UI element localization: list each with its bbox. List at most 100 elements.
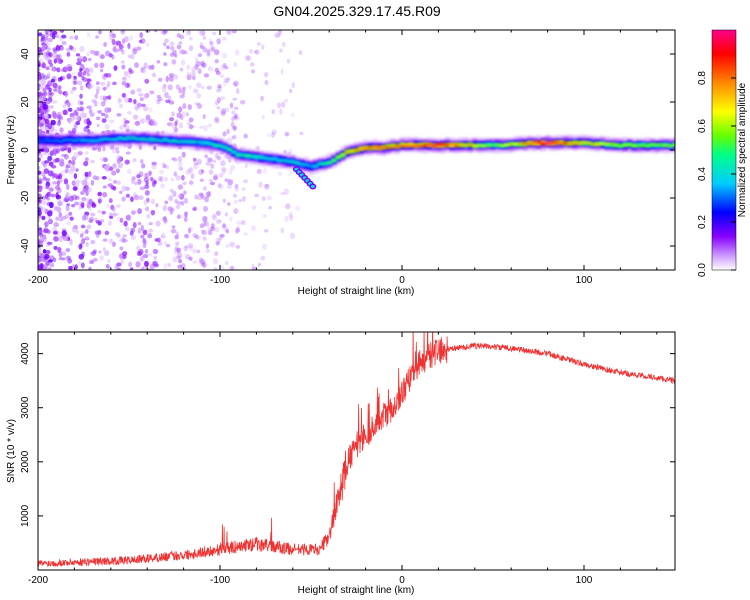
noise-cell [226, 184, 232, 189]
noise-cell [192, 248, 198, 254]
noise-cell [142, 237, 147, 244]
noise-cell [128, 261, 133, 268]
noise-cell [52, 257, 57, 263]
noise-cell [290, 112, 295, 118]
noise-cell [59, 215, 65, 221]
ridge-cell [476, 144, 483, 147]
noise-cell [42, 95, 47, 101]
ridge-cell [472, 144, 478, 147]
noise-cell [222, 37, 227, 41]
noise-cell [62, 66, 69, 73]
noise-cell [181, 174, 185, 181]
noise-cell [222, 64, 227, 69]
noise-cell [141, 163, 146, 169]
noise-cell [42, 108, 47, 115]
noise-cell [141, 243, 146, 250]
noise-cell [50, 78, 55, 83]
ridge-cell [404, 145, 410, 148]
noise-cell [38, 264, 44, 270]
colorbar-ticks: 0.0 0.2 0.4 0.6 0.8 [697, 71, 736, 277]
ridge-cell [131, 136, 137, 139]
noise-cell [222, 52, 228, 59]
noise-cell [99, 54, 105, 60]
noise-cell [132, 114, 139, 120]
noise-cell [155, 220, 161, 227]
noise-cell [191, 66, 196, 73]
noise-cell [40, 253, 44, 259]
noise-cell [213, 176, 218, 181]
noise-cell [201, 62, 207, 68]
noise-cell [127, 54, 132, 59]
noise-cell [209, 41, 214, 46]
ridge-cell [636, 144, 642, 148]
noise-cell [92, 258, 98, 262]
noise-cell [174, 234, 179, 240]
noise-cell [202, 262, 207, 268]
noise-cell [193, 164, 199, 170]
noise-cell [73, 224, 78, 230]
colorbar-tick-label: 0.0 [697, 263, 708, 277]
noise-cell [182, 86, 186, 92]
noise-cell [171, 225, 176, 229]
noise-cell [216, 38, 221, 45]
noise-cell [145, 206, 150, 212]
noise-cell [186, 73, 192, 81]
noise-cell [77, 260, 82, 266]
noise-cell [199, 45, 205, 49]
noise-cell [143, 93, 148, 100]
noise-cell [55, 194, 62, 200]
noise-cell [116, 267, 122, 270]
noise-cell [138, 39, 143, 44]
noise-cell [261, 196, 266, 202]
noise-cell [44, 30, 49, 35]
ridge-cell [654, 143, 660, 146]
noise-cell [38, 116, 43, 120]
noise-cell [289, 214, 294, 221]
noise-cell [203, 220, 207, 227]
noise-cell [38, 106, 41, 114]
noise-cell [258, 181, 263, 188]
noise-cell [43, 228, 49, 234]
noise-cell [109, 34, 113, 41]
noise-cell [91, 250, 97, 257]
noise-cell [295, 205, 301, 212]
noise-cell [61, 251, 67, 256]
noise-cell [186, 30, 192, 34]
noise-cell [49, 91, 55, 96]
noise-cell [130, 178, 136, 184]
noise-cell [187, 243, 194, 249]
noise-cell [263, 71, 269, 78]
noise-cell [202, 236, 207, 241]
ridge-cell [126, 136, 132, 141]
ridge-cell [663, 144, 669, 147]
ridge-cell [435, 143, 442, 148]
noise-cell [79, 112, 86, 119]
noise-cell [39, 95, 45, 101]
noise-cell [119, 125, 124, 130]
noise-cell [118, 238, 125, 243]
noise-cell [71, 160, 76, 166]
ridge-cell [235, 154, 241, 157]
noise-cell [87, 57, 92, 62]
x-tick-label: 0 [399, 275, 405, 286]
noise-cell [227, 156, 232, 163]
noise-cell [142, 254, 149, 259]
y-tick-label: 40 [20, 48, 31, 60]
noise-cell [81, 238, 86, 245]
noise-cell [111, 212, 118, 217]
noise-cell [136, 102, 142, 108]
noise-cell [106, 73, 112, 78]
ridge-cell [235, 152, 241, 157]
noise-cell [111, 38, 116, 45]
noise-cell [116, 234, 121, 238]
noise-cell [100, 100, 106, 107]
snr-ylabel: SNR (10 * v/v) [6, 419, 17, 483]
noise-cell [42, 265, 48, 269]
noise-cell [216, 219, 222, 224]
x-tick-label: -200 [28, 575, 48, 586]
noise-cell [204, 49, 209, 54]
spectrogram-heatmap [38, 30, 675, 270]
noise-cell [125, 186, 130, 191]
ridge-cell [40, 137, 46, 142]
noise-cell [103, 165, 109, 170]
